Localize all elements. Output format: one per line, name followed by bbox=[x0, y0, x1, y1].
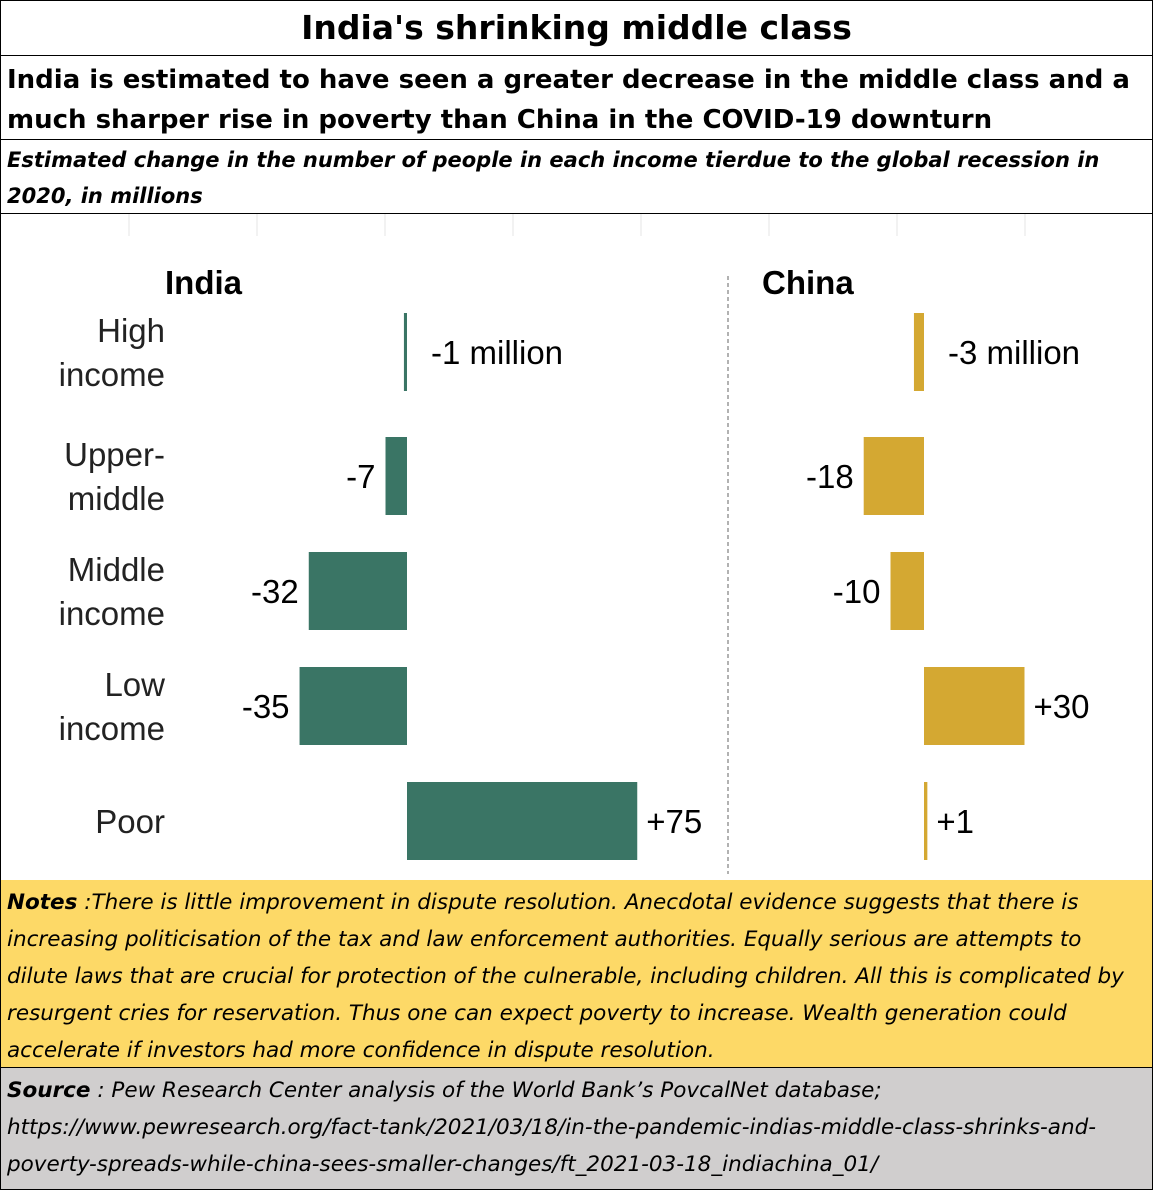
category-label-line: Low bbox=[104, 666, 165, 703]
category-label-line: middle bbox=[68, 480, 165, 517]
category-label-line: Middle bbox=[68, 551, 165, 588]
source-label: Source bbox=[7, 1078, 91, 1103]
india-bar-2 bbox=[308, 552, 407, 630]
china-data-label-2: -10 bbox=[833, 573, 881, 610]
china-bar-2 bbox=[890, 552, 924, 630]
india-data-label-4: +75 bbox=[646, 803, 702, 840]
china-bar-3 bbox=[924, 667, 1025, 745]
category-label-line: Poor bbox=[95, 803, 165, 840]
india-data-label-0: -1 million bbox=[431, 334, 563, 371]
category-label-1: Upper-middle bbox=[64, 436, 165, 517]
china-data-label-1: -18 bbox=[806, 458, 854, 495]
category-label-line: income bbox=[59, 356, 165, 393]
china-data-label-4: +1 bbox=[936, 803, 974, 840]
chart-title: India's shrinking middle class bbox=[1, 0, 1152, 56]
china-bar-4 bbox=[924, 782, 928, 860]
category-label-0: High income bbox=[59, 312, 165, 393]
bar-chart: India -1 million -7 -32 -35 +75 China -3 millio… bbox=[59, 214, 1090, 874]
source-text: : Pew Research Center analysis of the Wo… bbox=[7, 1078, 1097, 1177]
india-data-label-1: -7 bbox=[346, 458, 375, 495]
china-panel-title: China bbox=[762, 264, 854, 301]
india-panel-title: India bbox=[165, 264, 243, 301]
india-data-label-3: -35 bbox=[242, 688, 290, 725]
category-label-line: income bbox=[59, 710, 165, 747]
india-bar-0 bbox=[403, 313, 407, 391]
china-data-label-3: +30 bbox=[1034, 688, 1090, 725]
india-bar-1 bbox=[385, 437, 407, 515]
category-label-3: Low income bbox=[59, 666, 166, 747]
chart-description: Estimated change in the number of people… bbox=[1, 140, 1152, 214]
chart-area: India -1 million -7 -32 -35 +75 China -3 millio… bbox=[1, 214, 1152, 880]
category-label-line: income bbox=[59, 595, 165, 632]
notes-text: :There is little improvement in dispute … bbox=[7, 890, 1124, 1063]
category-label-line: Upper- bbox=[64, 436, 165, 473]
notes-box: Notes :There is little improvement in di… bbox=[1, 880, 1152, 1068]
india-bar-3 bbox=[299, 667, 407, 745]
india-data-label-2: -32 bbox=[251, 573, 299, 610]
china-bar-1 bbox=[863, 437, 924, 515]
china-data-label-0: -3 million bbox=[948, 334, 1080, 371]
category-label-4: Poor bbox=[95, 803, 165, 840]
china-bar-0 bbox=[913, 313, 924, 391]
category-label-line: High bbox=[97, 312, 165, 349]
category-label-2: Middle income bbox=[59, 551, 165, 632]
india-bar-4 bbox=[407, 782, 638, 860]
notes-label: Notes bbox=[7, 890, 78, 915]
chart-subtitle: India is estimated to have seen a greate… bbox=[1, 56, 1152, 140]
source-box: Source : Pew Research Center analysis of… bbox=[1, 1068, 1152, 1189]
